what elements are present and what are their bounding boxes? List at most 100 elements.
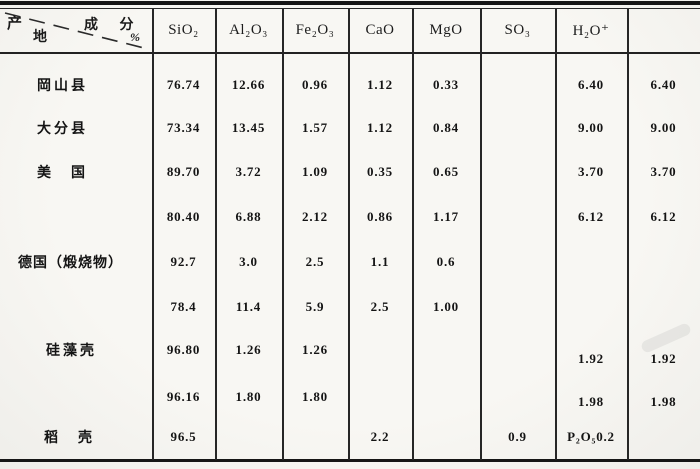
table-cell: 3.70 xyxy=(650,164,677,179)
row-label: 德国（煅烧物） xyxy=(18,255,123,271)
table-cell: 2.5 xyxy=(305,254,325,269)
column-header-SO₃: SO₃ xyxy=(504,22,531,38)
table-cell: 6.12 xyxy=(650,209,677,224)
column-divider-line xyxy=(152,9,154,460)
table-cell: 96.5 xyxy=(170,429,197,444)
table-cell xyxy=(348,375,412,419)
table-cell: 2.12 xyxy=(302,209,328,224)
table-cell: 73.34 xyxy=(166,120,201,135)
column-header-MgO: MgO xyxy=(429,22,463,38)
table-cell: 13.45 xyxy=(231,120,266,135)
column-header-H₂O⁺: H₂O⁺ xyxy=(572,23,610,39)
table-row: 岡山县 76.74 12.66 0.96 1.12 0.33 6.40 6.40 xyxy=(0,63,700,107)
table-cell: 96.80 xyxy=(166,342,201,357)
table-cell: 2.2 xyxy=(370,429,390,444)
table-cell xyxy=(480,63,555,107)
table-cell: 92.7 xyxy=(170,254,197,269)
table-cell: 96.16 xyxy=(166,389,201,404)
column-divider-line xyxy=(555,9,557,460)
row-label: 岡山县 xyxy=(37,78,88,94)
table-cell: 1.98 xyxy=(578,394,604,409)
table-cell: 1.00 xyxy=(433,299,459,314)
table-cell: 0.6 xyxy=(436,254,456,269)
corner-char-origin-2: 地 xyxy=(33,30,47,45)
column-header-blank xyxy=(627,9,700,52)
table-cell xyxy=(555,285,627,329)
table-cell: 5.9 xyxy=(305,299,325,314)
table-cell xyxy=(412,375,480,419)
column-header-CaO: CaO xyxy=(365,22,395,38)
table-cell xyxy=(480,195,555,239)
corner-char-origin-1: 产 xyxy=(7,16,23,32)
row-label xyxy=(0,285,152,329)
table-cell: 76.74 xyxy=(166,77,201,92)
column-header-Al₂O₃: Al₂O₃ xyxy=(229,22,268,38)
table-cell xyxy=(480,106,555,150)
column-divider-line xyxy=(627,9,629,460)
row-label xyxy=(0,195,152,239)
table-top-border-thin xyxy=(0,8,700,9)
table-cell xyxy=(412,328,480,372)
table-cell: 78.4 xyxy=(170,299,197,314)
table-cell: 1.57 xyxy=(302,120,328,135)
table-cell: 6.40 xyxy=(650,77,677,92)
table-cell: 0.84 xyxy=(433,120,459,135)
table-cell: 1.92 xyxy=(578,351,604,366)
table-cell: 0.35 xyxy=(367,164,393,179)
table-cell: 11.4 xyxy=(235,299,262,314)
column-header-Fe₂O₃: Fe₂O₃ xyxy=(295,22,335,38)
table-cell: 6.40 xyxy=(578,77,604,92)
table-cell: 1.1 xyxy=(370,254,390,269)
table-cell: 9.00 xyxy=(650,120,677,135)
table-cell xyxy=(480,375,555,419)
column-divider-line xyxy=(348,9,350,460)
table-cell: 2.5 xyxy=(370,299,390,314)
table-cell: 3.70 xyxy=(578,164,604,179)
table-cell xyxy=(627,285,700,329)
table-row: 96.16 1.80 1.80 1.98 1.98 xyxy=(0,375,700,419)
column-divider-line xyxy=(480,9,482,460)
table-cell: 3.0 xyxy=(239,254,258,269)
table-cell: 1.09 xyxy=(302,164,328,179)
corner-header-cell: 产 地 成 分 % xyxy=(0,9,152,52)
table-bottom-border xyxy=(0,459,700,462)
row-label xyxy=(0,375,152,419)
table-cell: 1.17 xyxy=(433,209,459,224)
row-label: 稻 壳 xyxy=(44,430,95,446)
row-label: 硅藻壳 xyxy=(46,343,97,359)
table-cell xyxy=(348,328,412,372)
table-row: 80.40 6.88 2.12 0.86 1.17 6.12 6.12 xyxy=(0,195,700,239)
table-cell: 12.66 xyxy=(231,77,266,92)
header-separator-line xyxy=(0,52,700,54)
column-divider-line xyxy=(215,9,217,460)
row-label: 大分县 xyxy=(37,121,88,137)
table-row: 稻 壳 96.5 2.2 0.9 P₂O₅0.2 xyxy=(0,415,700,459)
table-cell: 1.80 xyxy=(302,389,328,404)
table-cell: 80.40 xyxy=(166,209,201,224)
table-cell: 1.26 xyxy=(302,342,328,357)
table-cell xyxy=(412,415,480,459)
table-row: 大分县 73.34 13.45 1.57 1.12 0.84 9.00 9.00 xyxy=(0,106,700,150)
table-cell: 6.12 xyxy=(578,209,604,224)
table-cell: 0.9 xyxy=(508,429,527,444)
table-cell xyxy=(480,328,555,372)
table-cell: 1.92 xyxy=(650,351,677,366)
table-cell: 1.80 xyxy=(235,389,262,404)
column-header-SiO₂: SiO₂ xyxy=(168,22,199,38)
table-row: 78.4 11.4 5.9 2.5 1.00 xyxy=(0,285,700,329)
table-cell: 9.00 xyxy=(578,120,604,135)
table-cell: P₂O₅0.2 xyxy=(567,429,615,444)
column-divider-line xyxy=(282,9,284,460)
table-cell xyxy=(215,415,282,459)
table-cell xyxy=(282,415,348,459)
table-cell xyxy=(555,240,627,284)
table-cell: 1.12 xyxy=(367,120,393,135)
column-divider-line xyxy=(412,9,414,460)
table-row: 美 国 89.70 3.72 1.09 0.35 0.65 3.70 3.70 xyxy=(0,150,700,194)
table-cell: 6.88 xyxy=(235,209,262,224)
table-cell: 0.65 xyxy=(433,164,459,179)
table-cell: 1.98 xyxy=(650,394,677,409)
table-cell: 0.86 xyxy=(367,209,393,224)
corner-unit-percent: % xyxy=(130,30,140,44)
